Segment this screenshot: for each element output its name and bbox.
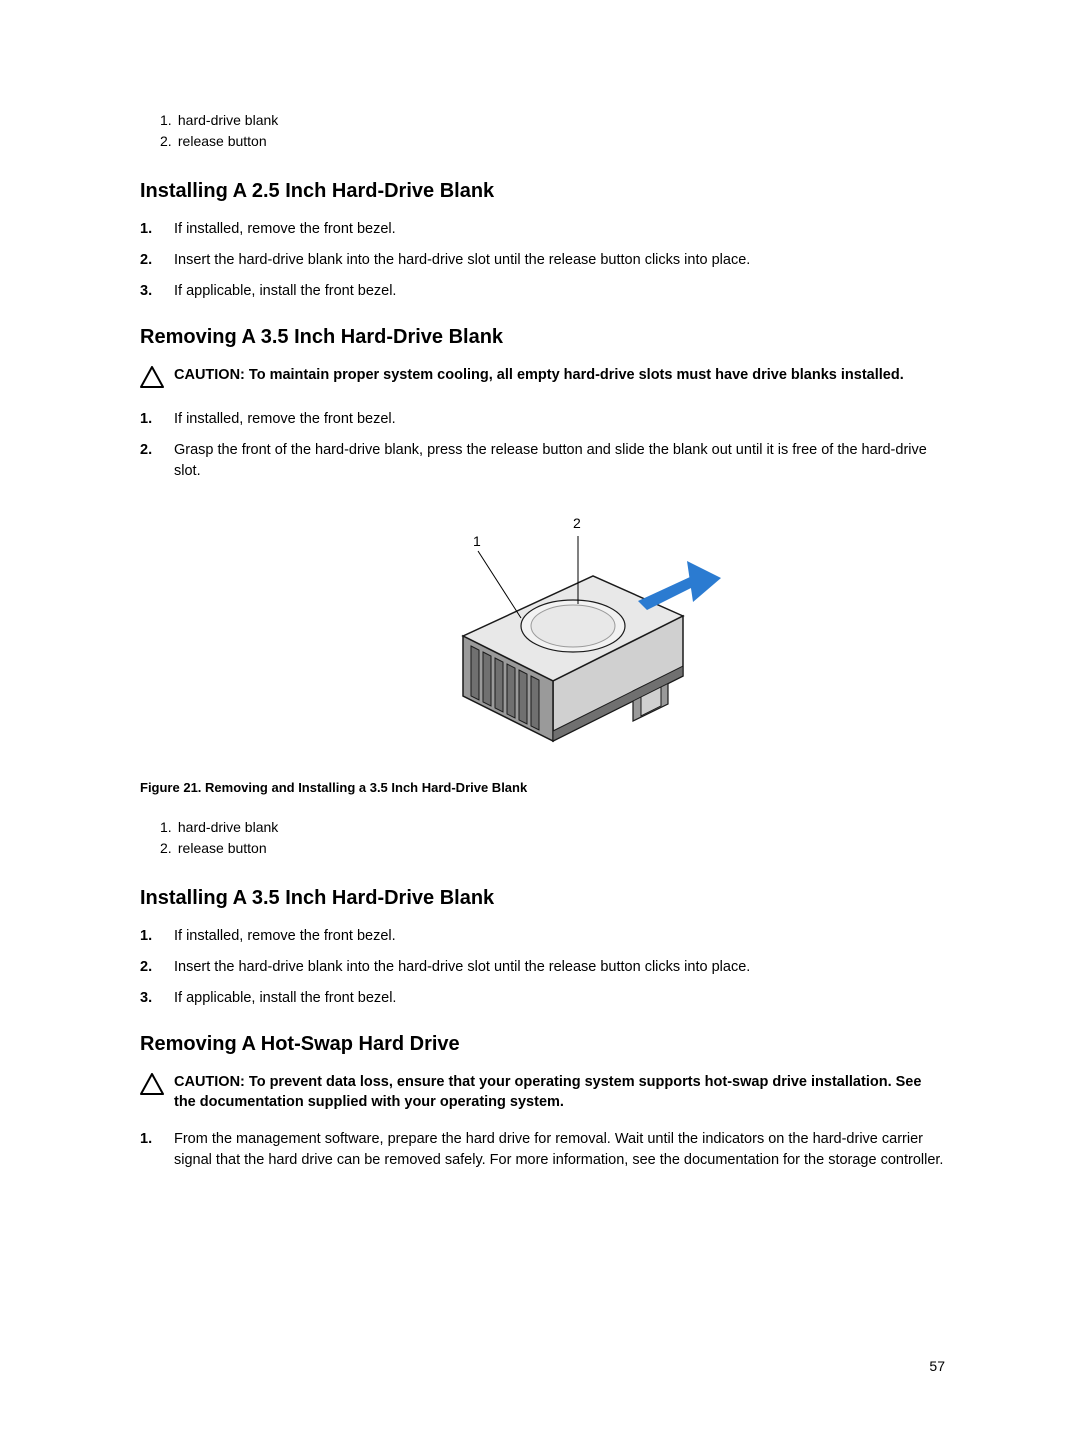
section-heading-install-2-5: Installing A 2.5 Inch Hard-Drive Blank xyxy=(140,180,945,203)
figure-caption: Figure 21. Removing and Installing a 3.5… xyxy=(140,780,527,795)
step-item: 2.Grasp the front of the hard-drive blan… xyxy=(140,440,945,482)
caution-block: CAUTION: To prevent data loss, ensure th… xyxy=(140,1072,945,1113)
step-text: Insert the hard-drive blank into the har… xyxy=(174,250,945,271)
section-heading-remove-3-5: Removing A 3.5 Inch Hard-Drive Blank xyxy=(140,326,945,349)
hard-drive-blank-illustration: 1 2 xyxy=(403,506,723,766)
legend-item: 2. release button xyxy=(160,838,945,859)
legend-item: 1. hard-drive blank xyxy=(160,110,945,131)
step-text: If installed, remove the front bezel. xyxy=(174,926,945,947)
callout-2: 2 xyxy=(573,515,581,531)
step-item: 2.Insert the hard-drive blank into the h… xyxy=(140,250,945,271)
legend-item: 2. release button xyxy=(160,131,945,152)
caution-text: CAUTION: To prevent data loss, ensure th… xyxy=(174,1072,945,1113)
step-text: If applicable, install the front bezel. xyxy=(174,281,945,302)
caution-block: CAUTION: To maintain proper system cooli… xyxy=(140,365,945,393)
document-page: 1. hard-drive blank 2. release button In… xyxy=(0,0,1080,1434)
step-num: 1. xyxy=(140,409,174,430)
legend-figure: 1. hard-drive blank 2. release button xyxy=(160,817,945,859)
legend-label: release button xyxy=(178,840,267,856)
callout-1: 1 xyxy=(473,533,481,549)
page-number: 57 xyxy=(929,1358,945,1374)
step-item: 1.From the management software, prepare … xyxy=(140,1129,945,1171)
caution-icon xyxy=(140,1073,168,1100)
step-num: 3. xyxy=(140,281,174,302)
step-item: 1.If installed, remove the front bezel. xyxy=(140,219,945,240)
step-text: If applicable, install the front bezel. xyxy=(174,988,945,1009)
figure-21: 1 2 Figure 21. Removing and Installing a… xyxy=(140,506,945,809)
legend-label: hard-drive blank xyxy=(178,819,278,835)
legend-num: 2. xyxy=(160,131,174,152)
step-text: From the management software, prepare th… xyxy=(174,1129,945,1171)
step-item: 2.Insert the hard-drive blank into the h… xyxy=(140,957,945,978)
step-item: 1.If installed, remove the front bezel. xyxy=(140,409,945,430)
steps-remove-3-5: 1.If installed, remove the front bezel. … xyxy=(140,409,945,482)
step-num: 1. xyxy=(140,1129,174,1150)
step-num: 2. xyxy=(140,957,174,978)
step-text: Insert the hard-drive blank into the har… xyxy=(174,957,945,978)
caution-text: CAUTION: To maintain proper system cooli… xyxy=(174,365,945,385)
section-heading-install-3-5: Installing A 3.5 Inch Hard-Drive Blank xyxy=(140,887,945,910)
step-num: 1. xyxy=(140,926,174,947)
step-num: 2. xyxy=(140,440,174,461)
step-num: 1. xyxy=(140,219,174,240)
steps-install-2-5: 1.If installed, remove the front bezel. … xyxy=(140,219,945,302)
legend-num: 1. xyxy=(160,817,174,838)
legend-label: hard-drive blank xyxy=(178,112,278,128)
step-item: 3.If applicable, install the front bezel… xyxy=(140,988,945,1009)
step-text: If installed, remove the front bezel. xyxy=(174,409,945,430)
steps-remove-hotswap: 1.From the management software, prepare … xyxy=(140,1129,945,1171)
steps-install-3-5: 1.If installed, remove the front bezel. … xyxy=(140,926,945,1009)
step-num: 2. xyxy=(140,250,174,271)
step-num: 3. xyxy=(140,988,174,1009)
legend-num: 2. xyxy=(160,838,174,859)
caution-icon xyxy=(140,366,168,393)
step-item: 3.If applicable, install the front bezel… xyxy=(140,281,945,302)
step-text: Grasp the front of the hard-drive blank,… xyxy=(174,440,945,482)
legend-num: 1. xyxy=(160,110,174,131)
section-heading-remove-hotswap: Removing A Hot-Swap Hard Drive xyxy=(140,1033,945,1056)
step-item: 1.If installed, remove the front bezel. xyxy=(140,926,945,947)
step-text: If installed, remove the front bezel. xyxy=(174,219,945,240)
legend-label: release button xyxy=(178,133,267,149)
legend-top: 1. hard-drive blank 2. release button xyxy=(160,110,945,152)
legend-item: 1. hard-drive blank xyxy=(160,817,945,838)
